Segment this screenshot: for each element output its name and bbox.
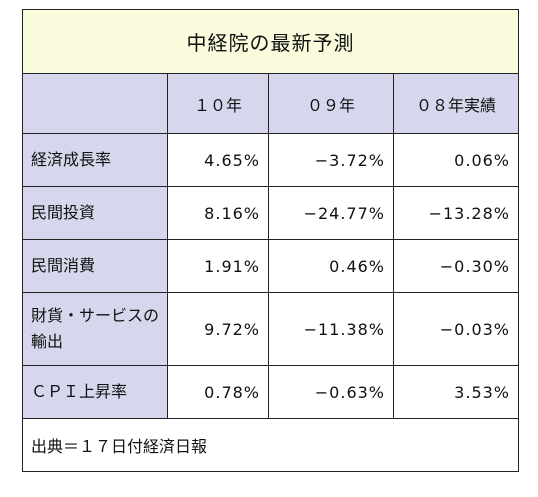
cell-value: 8.16%	[167, 186, 269, 240]
row-label: 経済成長率	[22, 133, 168, 187]
header-2008-actual: ０８年実績	[393, 73, 519, 134]
cell-value: −13.28%	[393, 186, 519, 240]
row-label: ＣＰＩ上昇率	[22, 365, 168, 419]
row-label: 財貨・サービスの輸出	[22, 292, 168, 366]
cell-value: −11.38%	[268, 292, 394, 366]
cell-value: −24.77%	[268, 186, 394, 240]
cell-value: −0.63%	[268, 365, 394, 419]
row-label: 民間投資	[22, 186, 168, 240]
table-row: 財貨・サービスの輸出 9.72% −11.38% −0.03%	[22, 292, 519, 366]
source-row: 出典＝１７日付経済日報	[22, 418, 519, 472]
table-row: ＣＰＩ上昇率 0.78% −0.63% 3.53%	[22, 365, 519, 419]
cell-value: 0.06%	[393, 133, 519, 187]
table-row: 経済成長率 4.65% −3.72% 0.06%	[22, 133, 519, 187]
table-title: 中経院の最新予測	[22, 9, 519, 74]
header-row: １０年 ０９年 ０８年実績	[22, 73, 519, 134]
cell-value: −0.30%	[393, 239, 519, 293]
table-row: 民間投資 8.16% −24.77% −13.28%	[22, 186, 519, 240]
forecast-table: 中経院の最新予測 １０年 ０９年 ０８年実績 経済成長率 4.65% −3.72…	[22, 9, 519, 472]
row-label: 民間消費	[22, 239, 168, 293]
cell-value: 3.53%	[393, 365, 519, 419]
cell-value: 1.91%	[167, 239, 269, 293]
header-blank-cell	[22, 73, 168, 134]
table-row: 民間消費 1.91% 0.46% −0.30%	[22, 239, 519, 293]
cell-value: −0.03%	[393, 292, 519, 366]
cell-value: 4.65%	[167, 133, 269, 187]
source-note: 出典＝１７日付経済日報	[22, 418, 519, 472]
cell-value: 9.72%	[167, 292, 269, 366]
forecast-table-container: 中経院の最新予測 １０年 ０９年 ０８年実績 経済成長率 4.65% −3.72…	[22, 9, 519, 472]
header-2009: ０９年	[268, 73, 394, 134]
cell-value: −3.72%	[268, 133, 394, 187]
cell-value: 0.46%	[268, 239, 394, 293]
cell-value: 0.78%	[167, 365, 269, 419]
header-2010: １０年	[167, 73, 269, 134]
